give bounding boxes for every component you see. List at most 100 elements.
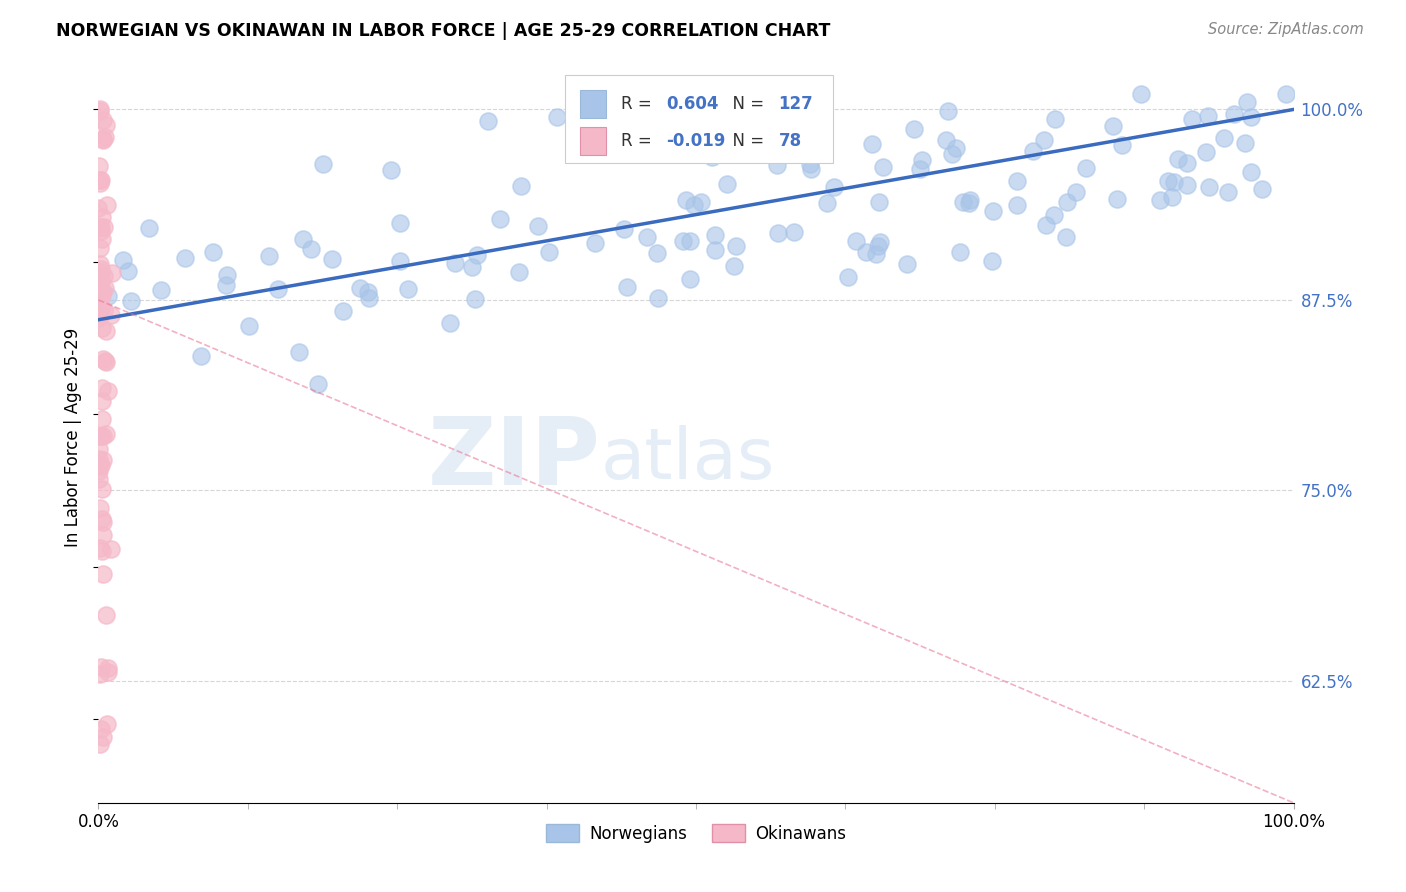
Point <box>94 354 117 368</box>
Point <box>90 265 112 279</box>
Point <box>616 280 638 294</box>
Point <box>703 243 725 257</box>
Point <box>89 293 111 307</box>
Point <box>773 136 796 151</box>
Point <box>1149 193 1171 207</box>
Point <box>489 211 512 226</box>
Point <box>461 260 484 274</box>
Point <box>120 293 142 308</box>
Point <box>981 254 1004 268</box>
Point <box>90 458 112 472</box>
Point <box>1111 137 1133 152</box>
Point <box>89 103 111 118</box>
Point <box>1005 174 1028 188</box>
Point <box>723 259 745 273</box>
Text: 78: 78 <box>779 132 801 150</box>
Point <box>1043 112 1066 126</box>
Point <box>97 661 120 675</box>
Point <box>815 195 838 210</box>
Point <box>1181 112 1204 126</box>
Point <box>1250 182 1272 196</box>
Point <box>97 384 120 398</box>
Point <box>299 242 322 256</box>
Point <box>89 172 111 186</box>
Text: R =: R = <box>620 95 657 113</box>
Point <box>949 244 972 259</box>
FancyBboxPatch shape <box>581 127 606 154</box>
Point <box>583 235 606 250</box>
Point <box>94 324 117 338</box>
Point <box>837 269 859 284</box>
Point <box>869 235 891 249</box>
Point <box>782 225 804 239</box>
Point <box>765 112 787 127</box>
Legend: Norwegians, Okinawans: Norwegians, Okinawans <box>538 818 853 849</box>
Point <box>1074 161 1097 175</box>
Point <box>1234 136 1257 150</box>
Point <box>91 113 114 128</box>
Point <box>941 147 963 161</box>
Point <box>93 453 115 467</box>
Point <box>444 256 467 270</box>
Point <box>799 157 821 171</box>
Text: atlas: atlas <box>600 425 775 493</box>
Point <box>96 355 118 369</box>
Point <box>647 291 669 305</box>
Point <box>291 231 314 245</box>
Point <box>100 308 122 322</box>
Point <box>214 277 236 292</box>
Point <box>380 163 402 178</box>
Point <box>1175 156 1198 170</box>
Point <box>90 300 112 314</box>
Y-axis label: In Labor Force | Age 25-29: In Labor Force | Age 25-29 <box>65 327 83 547</box>
Point <box>1054 229 1077 244</box>
Point <box>91 512 114 526</box>
Point <box>90 482 112 496</box>
Point <box>149 283 172 297</box>
Point <box>117 264 139 278</box>
Point <box>703 227 725 242</box>
Point <box>1101 119 1123 133</box>
Point <box>872 160 894 174</box>
Point <box>91 132 114 146</box>
Text: R =: R = <box>620 132 657 150</box>
Point <box>1066 186 1088 200</box>
Point <box>685 127 707 141</box>
Point <box>613 222 636 236</box>
Point <box>1218 185 1240 199</box>
Point <box>1167 152 1189 166</box>
Point <box>91 133 114 147</box>
Point <box>526 219 548 233</box>
Text: NORWEGIAN VS OKINAWAN IN LABOR FORCE | AGE 25-29 CORRELATION CHART: NORWEGIAN VS OKINAWAN IN LABOR FORCE | A… <box>56 22 831 40</box>
Point <box>945 141 967 155</box>
Point <box>91 288 114 302</box>
Point <box>89 307 111 321</box>
Point <box>89 241 111 255</box>
Point <box>90 173 112 187</box>
Point <box>1240 110 1263 124</box>
Point <box>357 285 380 299</box>
Point <box>865 247 887 261</box>
Point <box>1222 106 1244 120</box>
Point <box>936 103 959 118</box>
Point <box>903 122 925 136</box>
Point <box>89 737 111 751</box>
Point <box>91 515 114 529</box>
Point <box>689 194 711 209</box>
Point <box>845 234 868 248</box>
Point <box>675 193 697 207</box>
Point <box>716 178 738 192</box>
Point <box>87 160 110 174</box>
Point <box>87 451 110 466</box>
Point <box>683 198 706 212</box>
Point <box>860 136 883 151</box>
Point <box>389 216 412 230</box>
Point <box>89 459 111 474</box>
Text: 0.604: 0.604 <box>666 95 718 113</box>
Point <box>866 239 889 253</box>
Point <box>1160 190 1182 204</box>
Point <box>87 220 110 235</box>
Text: 127: 127 <box>779 95 813 113</box>
Point <box>959 193 981 207</box>
Point <box>91 232 114 246</box>
